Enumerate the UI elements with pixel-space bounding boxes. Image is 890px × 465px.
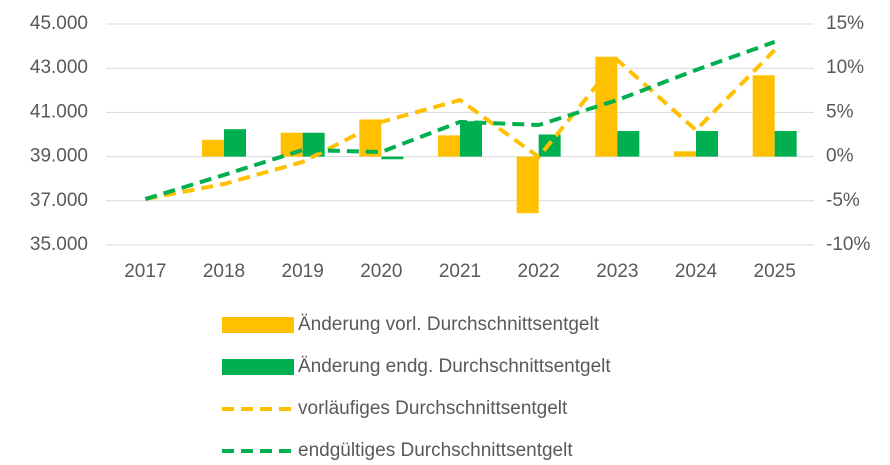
bar [202,139,224,157]
legend-label: endgültiges Durchschnittsentgelt [298,440,573,461]
bar [617,130,640,157]
y-tick-label: 35.000 [30,234,88,255]
x-tick-label: 2024 [675,261,718,282]
y-tick-label: 43.000 [30,57,88,78]
y2-tick-label: 15% [826,13,864,34]
x-tick-label: 2021 [439,261,481,282]
bar [752,75,775,157]
x-tick-label: 2018 [203,261,245,282]
y2-tick-label: -10% [826,234,870,255]
y2-tick-label: 5% [826,101,854,122]
y-tick-label: 37.000 [30,190,88,211]
line [144,48,777,201]
x-tick-label: 2025 [754,261,796,282]
y2-tick-label: 0% [826,146,854,167]
bar [696,130,718,157]
legend-label: vorläufiges Durchschnittsentgelt [298,398,568,419]
x-tick-label: 2022 [518,261,560,282]
bar [381,156,404,160]
legend-label: Änderung endg. Durchschnittsentgelt [298,356,611,377]
y2-tick-label: 10% [826,57,864,78]
bar [774,130,797,157]
x-tick-label: 2023 [596,261,638,282]
x-tick-label: 2017 [124,261,166,282]
bar [460,121,482,157]
line [144,40,776,201]
y-tick-label: 45.000 [30,13,88,34]
x-tick-label: 2020 [360,261,402,282]
y-tick-label: 41.000 [30,101,88,122]
y-tick-label: 39.000 [30,146,88,167]
legend-label: Änderung vorl. Durchschnittsentgelt [298,314,600,335]
bar [438,135,460,157]
y2-tick-label: -5% [826,190,860,211]
legend-swatch [222,317,294,333]
bar [224,129,246,157]
x-tick-label: 2019 [282,261,324,282]
bar [516,156,539,214]
legend-swatch [222,359,294,375]
bar [595,56,618,157]
bar [674,151,696,157]
